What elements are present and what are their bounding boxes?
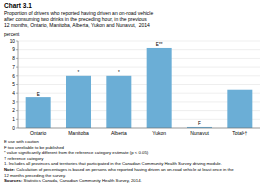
annotation: F	[198, 121, 201, 126]
bar	[227, 90, 252, 128]
annotation: *	[78, 70, 80, 75]
grid-line	[18, 128, 260, 129]
footnote: † reference category	[4, 156, 44, 161]
subtitle: 12 months, Ontario, Manitoba, Alberta, Y…	[4, 22, 150, 28]
y-tick-label: 4	[12, 91, 15, 96]
grid-line	[18, 119, 260, 120]
footnote: * value significantly different from the…	[4, 150, 149, 155]
bar	[147, 48, 172, 128]
footnote: Note: Calculation of percentages is base…	[4, 167, 234, 172]
x-tick-label: Ontario	[30, 130, 47, 136]
grid-line	[18, 101, 260, 102]
chart: Chart 3.1Proportion of drivers who repor…	[0, 0, 264, 191]
footnote: Sources: Statistics Canada, Canadian Com…	[4, 178, 142, 183]
y-tick-label: 2	[12, 108, 15, 113]
bar	[26, 97, 51, 128]
x-tick-label: Nunavut	[190, 130, 209, 136]
grid-line	[18, 58, 260, 59]
grid-line	[18, 75, 260, 76]
y-axis-label: percent	[4, 32, 20, 37]
footnote: E use with caution	[4, 139, 39, 144]
grid-line	[18, 110, 260, 111]
y-tick-label: 7	[12, 65, 15, 70]
x-axis	[18, 128, 260, 129]
footnote: 1. Includes all provinces and territorie…	[4, 161, 222, 166]
annotation: E**	[156, 42, 163, 47]
grid-line	[18, 41, 260, 42]
title: Chart 3.1	[4, 2, 32, 9]
x-tick-label: Yukon	[152, 130, 166, 136]
grid-line	[18, 93, 260, 94]
footnote: F too unreliable to be published	[4, 145, 65, 150]
y-tick-label: 3	[12, 100, 15, 105]
bars	[26, 48, 253, 128]
x-tick-label: Alberta	[111, 130, 127, 136]
grid-line	[18, 49, 260, 50]
y-tick-label: 10	[10, 39, 16, 44]
y-tick-label: 8	[12, 56, 15, 61]
bar	[66, 76, 91, 128]
annotation: *	[118, 70, 120, 75]
y-tick-label: 0	[12, 126, 15, 131]
annotation: E	[37, 92, 40, 97]
x-tick-label: Manitoba	[68, 130, 89, 136]
grid-line	[18, 67, 260, 68]
y-axis	[18, 41, 19, 128]
grid-line	[18, 84, 260, 85]
y-tick-label: 5	[12, 82, 15, 87]
y-tick-label: 9	[12, 47, 15, 52]
bar	[106, 76, 131, 128]
x-tick-label: Total¹†	[232, 130, 247, 136]
footnote: 12 months preceding the survey.	[4, 173, 66, 178]
y-tick-label: 6	[12, 74, 15, 79]
y-tick-label: 1	[12, 117, 15, 122]
